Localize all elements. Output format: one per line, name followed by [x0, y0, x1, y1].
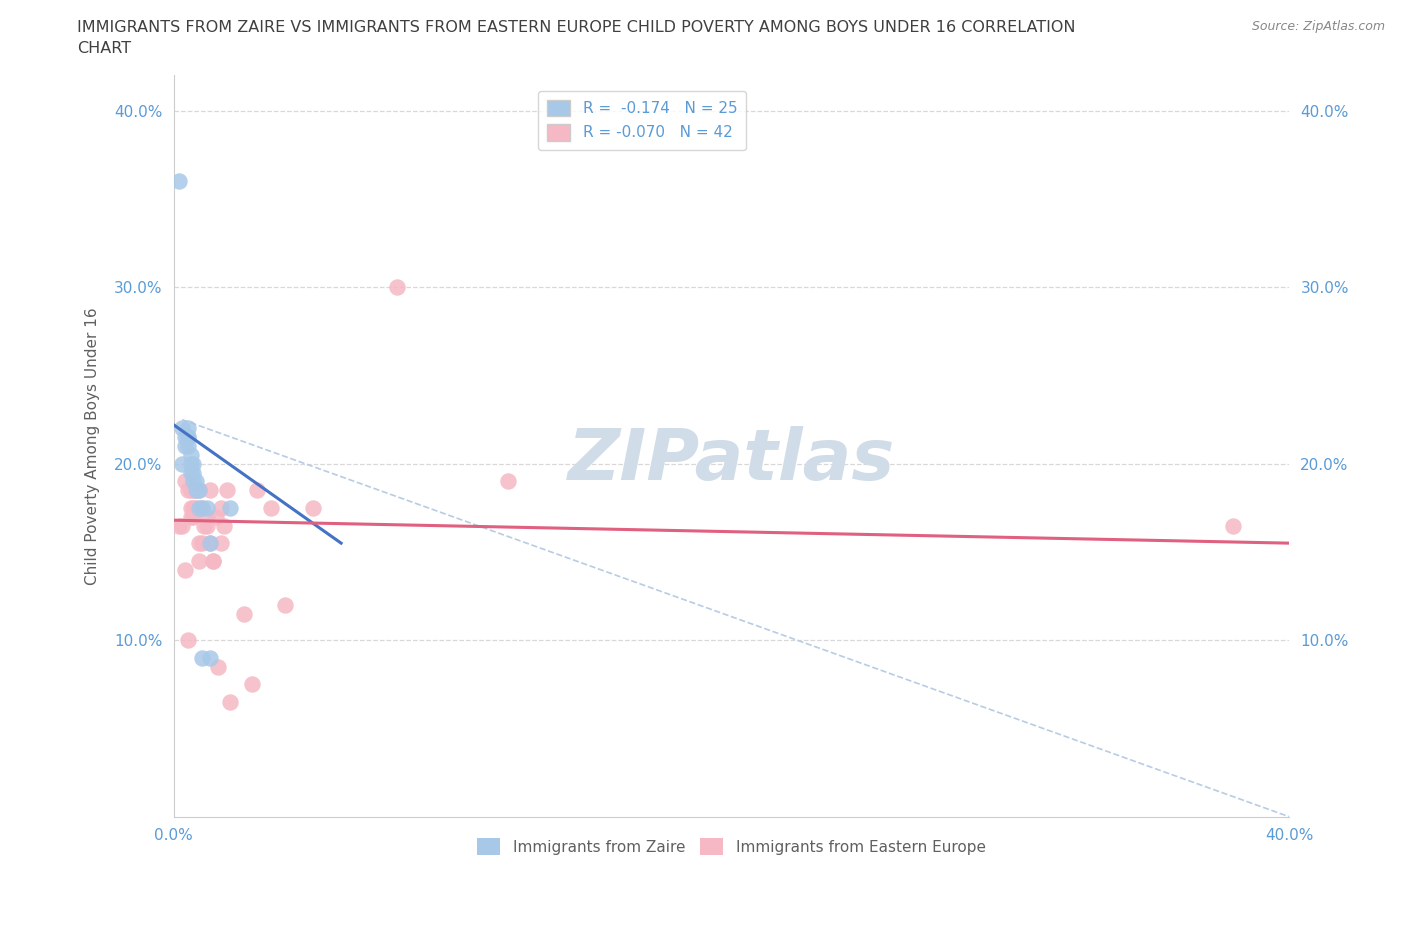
- Point: [302, 500, 325, 515]
- Point: [180, 510, 202, 525]
- Point: [169, 174, 191, 189]
- Point: [181, 483, 204, 498]
- Point: [184, 483, 207, 498]
- Point: [187, 500, 209, 515]
- Point: [1222, 518, 1244, 533]
- Point: [232, 606, 254, 621]
- Point: [184, 483, 207, 498]
- Point: [174, 474, 197, 489]
- Point: [180, 457, 202, 472]
- Point: [198, 536, 221, 551]
- Point: [187, 553, 209, 568]
- Point: [240, 677, 263, 692]
- Point: [187, 483, 209, 498]
- Text: CHART: CHART: [77, 41, 131, 56]
- Text: Source: ZipAtlas.com: Source: ZipAtlas.com: [1251, 20, 1385, 33]
- Point: [177, 421, 200, 436]
- Point: [190, 500, 212, 515]
- Point: [201, 553, 224, 568]
- Point: [218, 500, 240, 515]
- Point: [195, 518, 218, 533]
- Point: [180, 447, 202, 462]
- Point: [193, 518, 215, 533]
- Point: [195, 510, 218, 525]
- Point: [187, 483, 209, 498]
- Text: ZIPatlas: ZIPatlas: [568, 427, 896, 496]
- Point: [172, 518, 194, 533]
- Point: [246, 483, 269, 498]
- Text: IMMIGRANTS FROM ZAIRE VS IMMIGRANTS FROM EASTERN EUROPE CHILD POVERTY AMONG BOYS: IMMIGRANTS FROM ZAIRE VS IMMIGRANTS FROM…: [77, 20, 1076, 35]
- Point: [498, 474, 520, 489]
- Point: [385, 280, 408, 295]
- Point: [180, 500, 202, 515]
- Point: [181, 457, 204, 472]
- Point: [215, 483, 238, 498]
- Point: [212, 518, 235, 533]
- Point: [181, 474, 204, 489]
- Point: [177, 430, 200, 445]
- Point: [209, 500, 232, 515]
- Point: [174, 430, 197, 445]
- Point: [195, 500, 218, 515]
- Point: [190, 536, 212, 551]
- Point: [177, 632, 200, 647]
- Point: [207, 659, 229, 674]
- Point: [190, 500, 212, 515]
- Point: [198, 483, 221, 498]
- Point: [177, 483, 200, 498]
- Point: [180, 483, 202, 498]
- Legend: Immigrants from Zaire, Immigrants from Eastern Europe: Immigrants from Zaire, Immigrants from E…: [471, 832, 991, 861]
- Point: [177, 430, 200, 445]
- Point: [209, 536, 232, 551]
- Point: [204, 510, 226, 525]
- Point: [218, 695, 240, 710]
- Y-axis label: Child Poverty Among Boys Under 16: Child Poverty Among Boys Under 16: [86, 307, 100, 585]
- Point: [180, 465, 202, 480]
- Point: [274, 597, 297, 612]
- Point: [181, 510, 204, 525]
- Point: [201, 553, 224, 568]
- Point: [190, 650, 212, 665]
- Point: [184, 474, 207, 489]
- Point: [198, 536, 221, 551]
- Point: [260, 500, 283, 515]
- Point: [177, 439, 200, 454]
- Point: [181, 500, 204, 515]
- Point: [184, 500, 207, 515]
- Point: [172, 457, 194, 472]
- Point: [169, 518, 191, 533]
- Point: [172, 421, 194, 436]
- Point: [174, 439, 197, 454]
- Point: [187, 536, 209, 551]
- Point: [198, 650, 221, 665]
- Point: [181, 465, 204, 480]
- Point: [174, 562, 197, 577]
